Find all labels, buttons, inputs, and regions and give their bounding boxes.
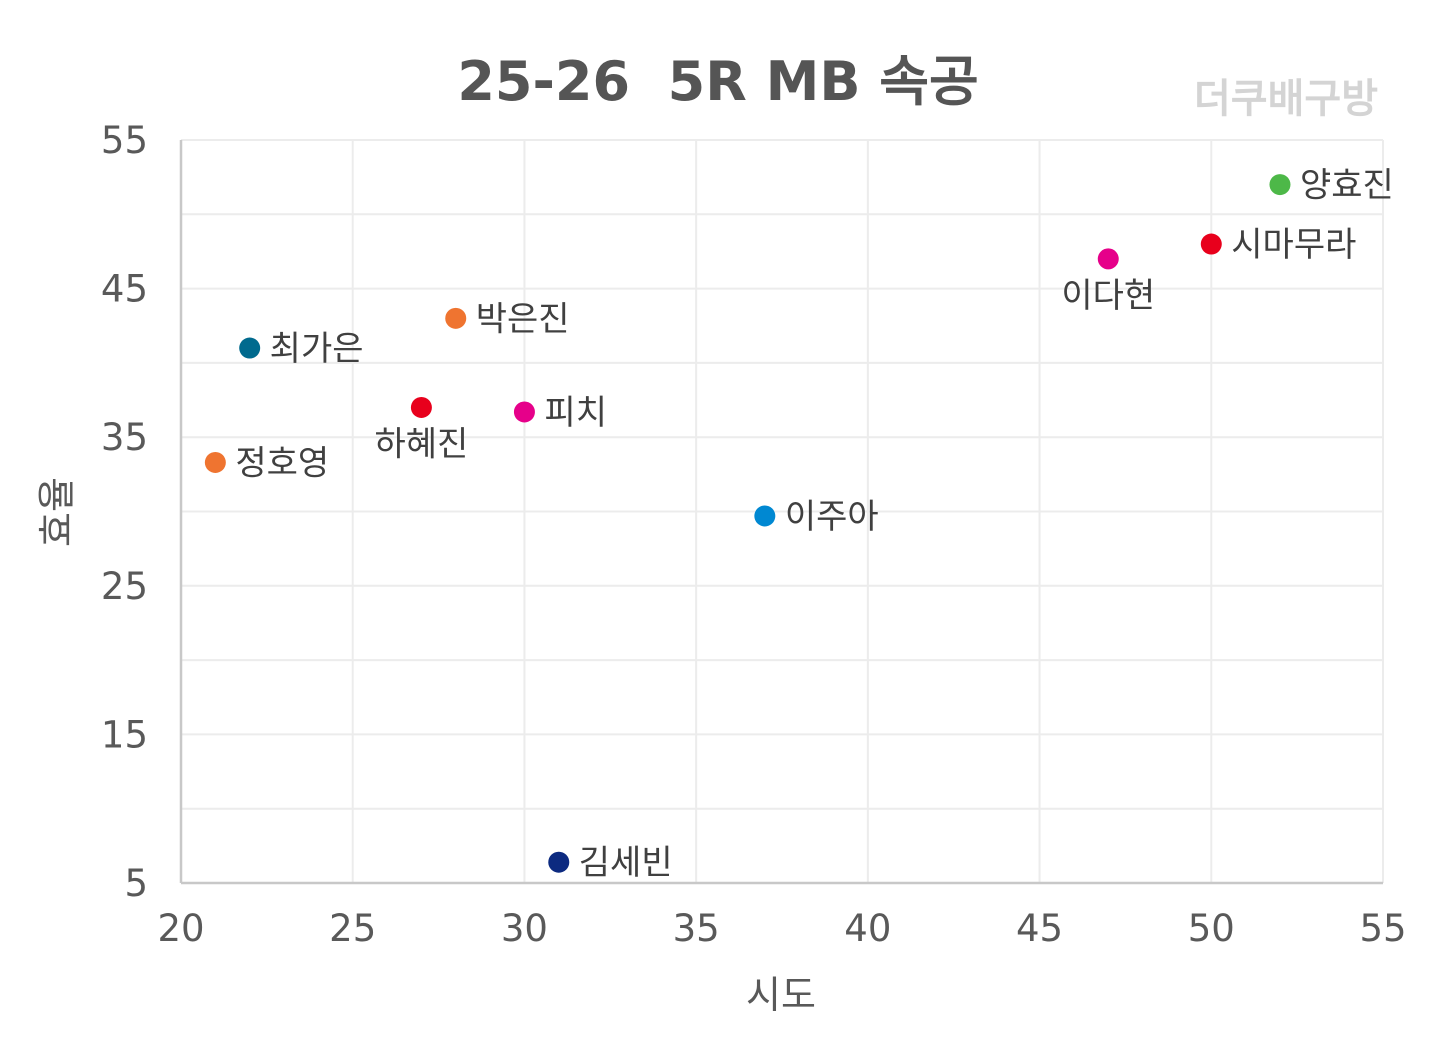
data-point: [204, 451, 226, 473]
data-label: 양효진: [1300, 166, 1394, 206]
data-point: [410, 396, 432, 418]
data-point: [1200, 233, 1222, 255]
data-label: 이주아: [785, 497, 879, 537]
x-tick-label: 55: [1359, 907, 1406, 950]
watermark: 더쿠배구방: [1194, 76, 1378, 122]
x-tick-label: 35: [673, 907, 720, 950]
data-label: 김세빈: [579, 843, 673, 883]
x-tick-label: 40: [844, 907, 891, 950]
data-point: [1097, 248, 1119, 270]
data-point: [239, 337, 261, 359]
data-point: [513, 401, 535, 423]
x-tick-label: 50: [1188, 907, 1235, 950]
x-tick-label: 45: [1016, 907, 1063, 950]
data-point: [445, 307, 467, 329]
data-point: [1269, 174, 1291, 196]
data-label: 하혜진: [374, 424, 468, 464]
x-tick-label: 25: [329, 907, 376, 950]
data-label: 최가은: [270, 329, 364, 369]
data-label: 이다현: [1061, 276, 1155, 316]
y-axis-label: 효율: [35, 477, 79, 547]
data-label: 정호영: [235, 443, 329, 483]
chart-title: 25-26 5R MB 속공: [457, 50, 978, 113]
y-tick-label: 15: [101, 713, 148, 756]
data-point: [548, 851, 570, 873]
x-tick-label: 30: [501, 907, 548, 950]
y-tick-label: 35: [101, 416, 148, 459]
axes: [179, 140, 1383, 885]
y-tick-label: 55: [101, 119, 148, 162]
data-label: 시마무라: [1231, 225, 1356, 265]
y-tick-label: 5: [124, 862, 148, 905]
data-label: 피치: [544, 393, 607, 433]
x-tick-label: 20: [157, 907, 204, 950]
y-tick-label: 25: [101, 565, 148, 608]
data-point: [754, 505, 776, 527]
x-axis-label: 시도: [746, 973, 816, 1017]
data-label: 박은진: [476, 299, 570, 339]
y-tick-label: 45: [101, 268, 148, 311]
grid: [181, 139, 1384, 883]
